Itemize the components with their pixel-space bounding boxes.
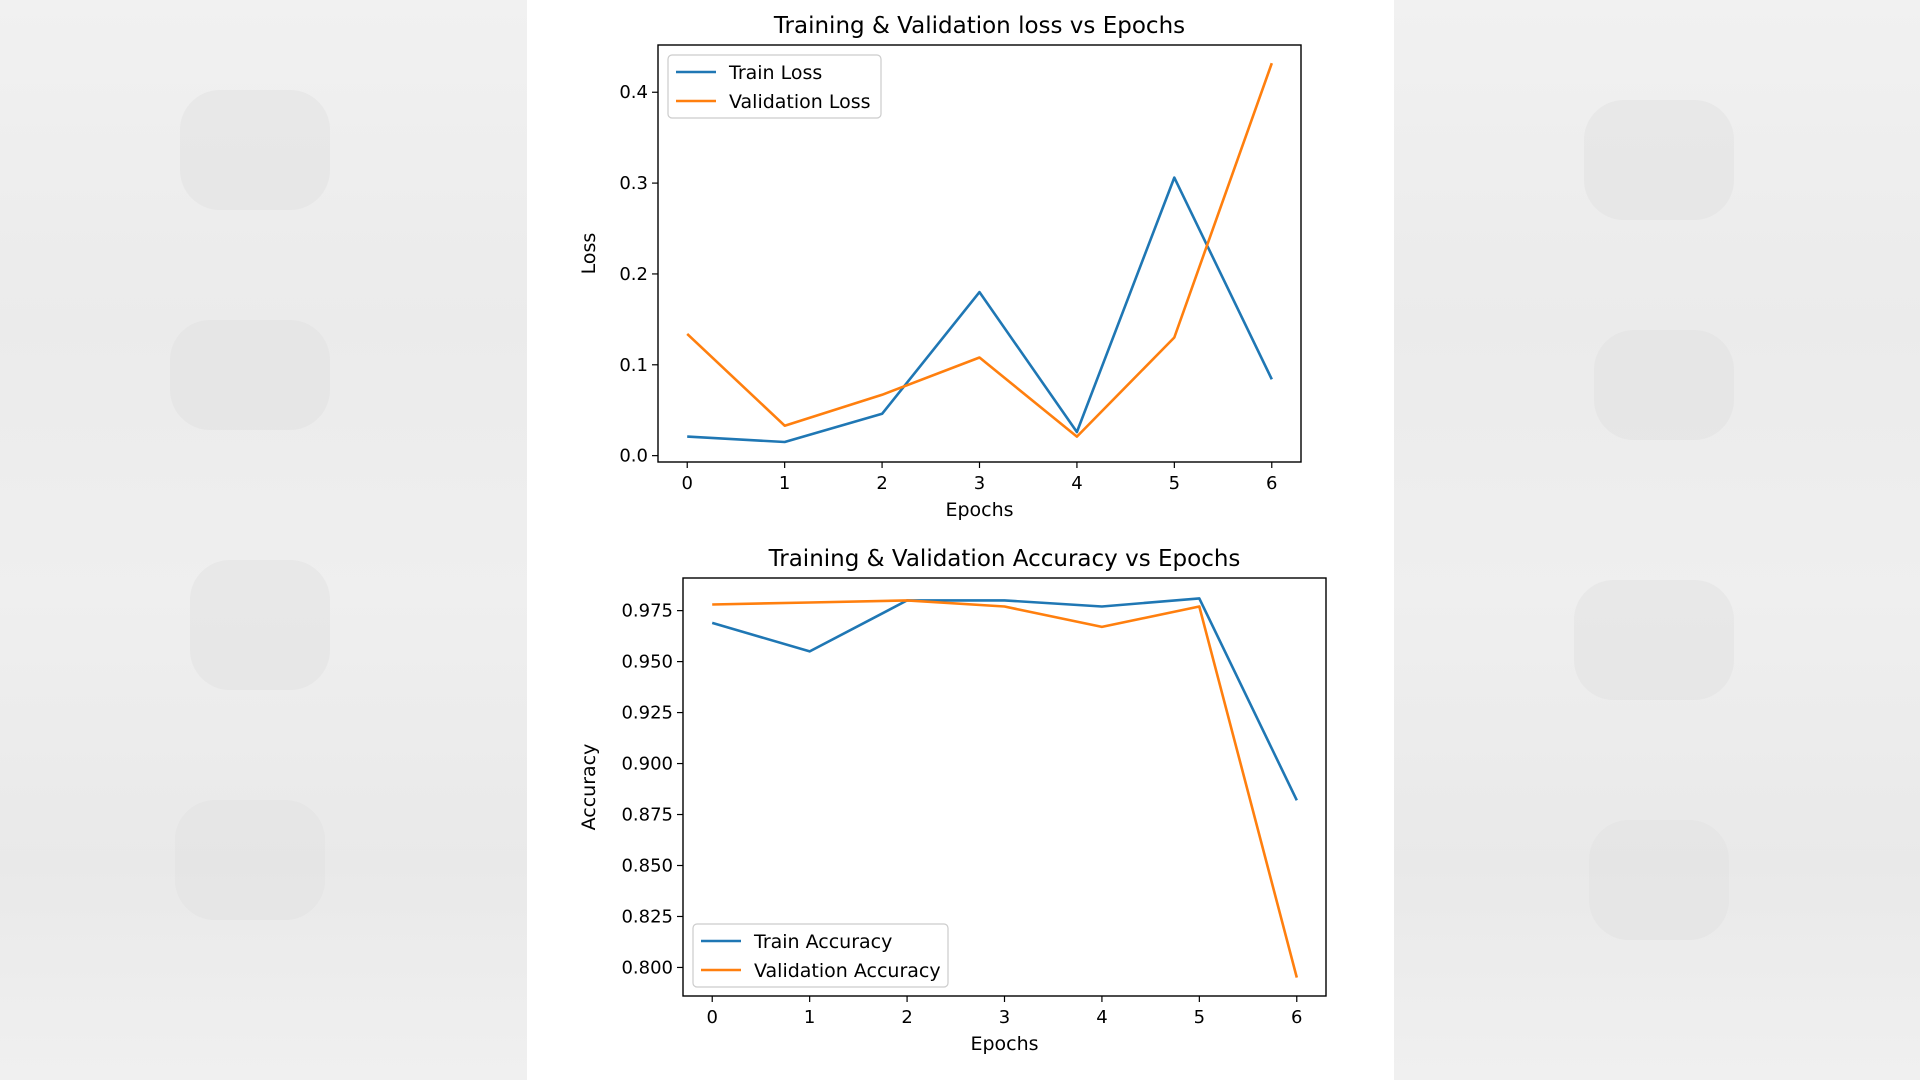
x-tick-label: 3 bbox=[974, 473, 985, 494]
y-tick-label: 0.975 bbox=[621, 601, 673, 622]
legend: Train Accuracy Validation Accuracy bbox=[692, 923, 949, 988]
x-tick-label: 2 bbox=[876, 473, 887, 494]
legend-label: Validation Accuracy bbox=[754, 960, 941, 982]
chart-loss: Training & Validation loss vs Epochs 0 1 2 3… bbox=[578, 13, 1302, 521]
figure-canvas: Training & Validation loss vs Epochs 0 1 2 3… bbox=[578, 13, 1327, 1055]
x-axis-label: Epochs bbox=[945, 499, 1013, 521]
legend-label: Train Accuracy bbox=[753, 931, 892, 953]
x-tick-label: 2 bbox=[901, 1007, 912, 1028]
legend-box bbox=[692, 923, 949, 988]
y-axis-label: Loss bbox=[578, 233, 600, 275]
y-tick-label: 0.4 bbox=[619, 82, 648, 103]
y-tick-label: 0.800 bbox=[621, 957, 673, 978]
y-tick-label: 0.825 bbox=[621, 906, 673, 927]
chart-accuracy: Training & Validation Accuracy vs Epochs… bbox=[578, 546, 1327, 1055]
blurred-background-right bbox=[1394, 0, 1920, 1080]
x-tick-label: 5 bbox=[1194, 1007, 1205, 1028]
x-tick-label: 1 bbox=[804, 1007, 815, 1028]
y-tick-label: 0.0 bbox=[619, 446, 648, 467]
series-line-train bbox=[687, 176, 1273, 444]
series-line-train bbox=[711, 597, 1298, 801]
y-axis-label: Accuracy bbox=[578, 744, 600, 831]
y-tick-label: 0.2 bbox=[619, 264, 648, 285]
legend-box bbox=[667, 54, 882, 119]
legend-label: Train Loss bbox=[728, 62, 822, 84]
series-line-validation bbox=[686, 62, 1274, 438]
x-tick-label: 3 bbox=[999, 1007, 1010, 1028]
y-tick-label: 0.900 bbox=[621, 754, 673, 775]
x-tick-label: 0 bbox=[682, 473, 693, 494]
legend-label: Validation Loss bbox=[729, 91, 871, 113]
y-tick-label: 0.3 bbox=[619, 173, 648, 194]
x-tick-label: 1 bbox=[779, 473, 790, 494]
x-tick-label: 4 bbox=[1096, 1007, 1107, 1028]
chart-title: Training & Validation Accuracy vs Epochs bbox=[768, 546, 1241, 572]
x-tick-label: 5 bbox=[1169, 473, 1180, 494]
y-tick-label: 0.1 bbox=[619, 355, 648, 376]
x-tick-label: 0 bbox=[707, 1007, 718, 1028]
legend: Train Loss Validation Loss bbox=[667, 54, 882, 119]
x-tick-label: 6 bbox=[1266, 473, 1277, 494]
y-tick-label: 0.875 bbox=[621, 805, 673, 826]
x-tick-label: 4 bbox=[1071, 473, 1082, 494]
figure-panel: Training & Validation loss vs Epochs 0 1 2 3… bbox=[527, 0, 1394, 1080]
y-tick-label: 0.925 bbox=[621, 703, 673, 724]
y-tick-label: 0.950 bbox=[621, 652, 673, 673]
series-line-validation bbox=[712, 599, 1299, 978]
y-tick-label: 0.850 bbox=[621, 856, 673, 877]
x-tick-label: 6 bbox=[1291, 1007, 1302, 1028]
chart-title: Training & Validation loss vs Epochs bbox=[773, 13, 1185, 39]
blurred-background-left bbox=[0, 0, 527, 1080]
x-axis-label: Epochs bbox=[970, 1033, 1038, 1055]
